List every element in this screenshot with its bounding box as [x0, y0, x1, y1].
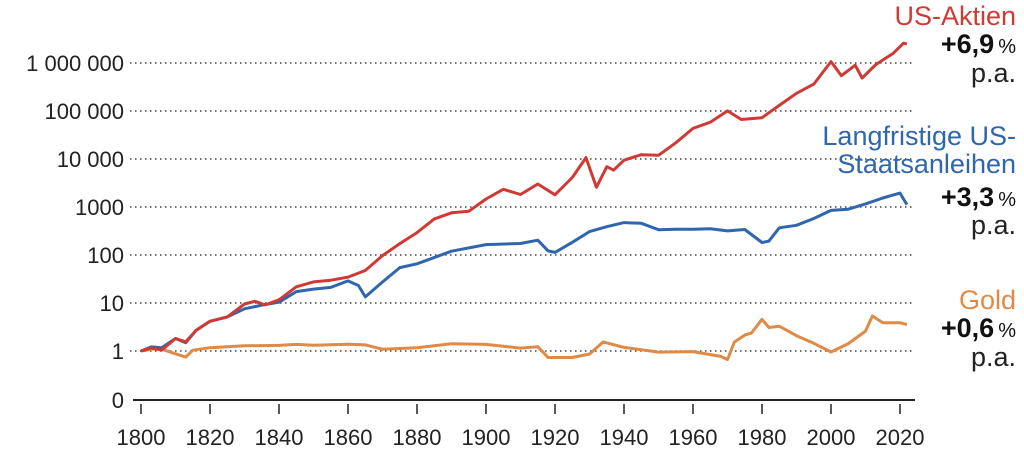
- x-tick-label: 1900: [462, 425, 511, 450]
- unit: %: [998, 36, 1016, 59]
- x-tick-label: 1880: [393, 425, 442, 450]
- y-tick-label: 1: [112, 339, 124, 364]
- x-tick-label: 1960: [669, 425, 718, 450]
- y-tick-label: 100 000: [44, 99, 124, 124]
- return-value: +6,9%: [894, 30, 1016, 58]
- return-value: +3,3%: [716, 183, 1016, 211]
- y-tick-label: 1000: [75, 195, 124, 220]
- x-tick-label: 1940: [600, 425, 649, 450]
- x-tick-label: 1980: [738, 425, 787, 450]
- unit: %: [998, 188, 1016, 211]
- series-line-gold: [140, 314, 908, 361]
- per-annum: p.a.: [970, 57, 1016, 88]
- unit: %: [998, 320, 1016, 343]
- legend-gold: Gold +0,6% p.a.: [941, 286, 1016, 371]
- y-tick-label: 10 000: [57, 147, 124, 172]
- series-line-us-aktien: [140, 41, 908, 353]
- legend-us-aktien: US-Aktien +6,9% p.a.: [894, 2, 1016, 87]
- return-number: +6,9: [940, 29, 995, 60]
- y-tick-label: 0: [112, 388, 124, 413]
- per-annum: p.a.: [970, 341, 1016, 372]
- return-number: +0,6: [940, 313, 995, 344]
- return-number: +3,3: [940, 181, 995, 212]
- series-label: US-Aktien: [894, 1, 1016, 31]
- x-tick-label: 1820: [186, 425, 235, 450]
- x-tick-label: 2000: [807, 425, 856, 450]
- per-annum: p.a.: [970, 210, 1016, 241]
- x-tick-label: 1800: [117, 425, 166, 450]
- y-tick-label: 100: [87, 243, 124, 268]
- x-tick-label: 1920: [531, 425, 580, 450]
- legend-staatsanleihen: Langfristige US-Staatsanleihen +3,3% p.a…: [716, 122, 1016, 239]
- series-label: Gold: [958, 285, 1016, 315]
- return-value: +0,6%: [941, 314, 1016, 342]
- x-tick-label: 1860: [324, 425, 373, 450]
- y-tick-label: 10: [100, 291, 124, 316]
- x-tick-label: 1840: [255, 425, 304, 450]
- series-label: Langfristige US-Staatsanleihen: [822, 121, 1016, 180]
- x-tick-label: 2020: [876, 425, 925, 450]
- y-tick-label: 1 000 000: [26, 51, 124, 76]
- series-line-langfristige-us-staatsanleihen: [140, 191, 909, 353]
